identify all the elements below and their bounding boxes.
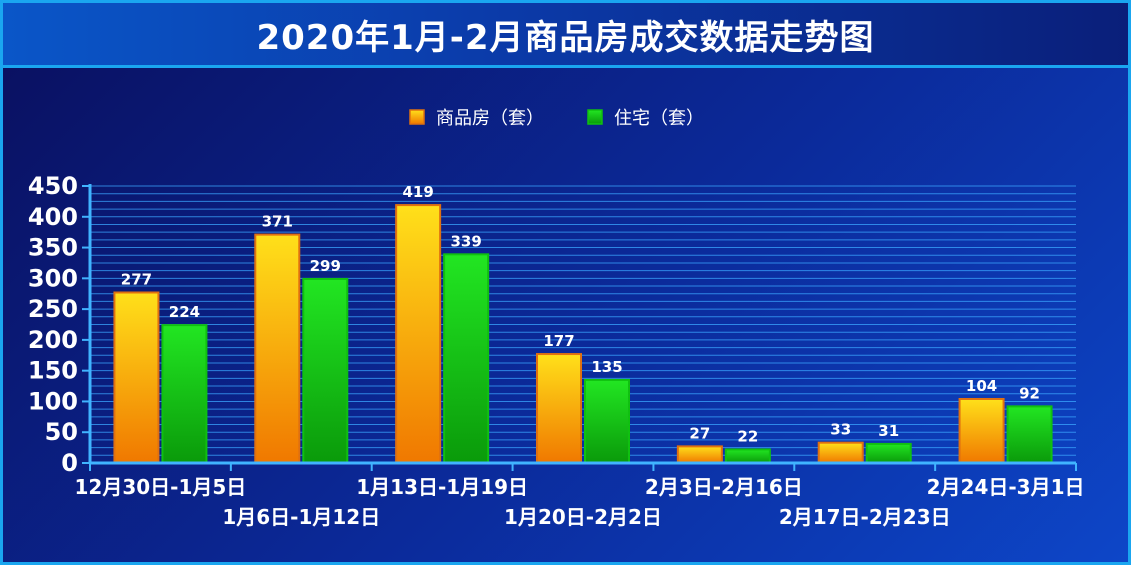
y-tick-label: 350 — [28, 234, 78, 262]
data-label: 339 — [450, 232, 481, 250]
bar-commercial — [958, 397, 1005, 464]
bar-commercial — [817, 441, 864, 465]
axes: 05010015020025030035040045012月30日-1月5日1月… — [28, 172, 1085, 529]
bar-residential — [724, 448, 771, 464]
legend-label: 住宅（套） — [614, 108, 704, 129]
data-label: 277 — [121, 270, 152, 288]
bar-residential — [302, 277, 349, 464]
bar-residential — [1006, 405, 1053, 465]
data-label: 371 — [262, 213, 293, 231]
x-category-label: 1月20日-2月2日 — [504, 505, 662, 529]
x-category-label: 2月24日-3月1日 — [927, 475, 1085, 499]
x-category-label: 1月6日-1月12日 — [222, 505, 380, 529]
bar-commercial — [536, 353, 582, 464]
data-label: 104 — [966, 377, 997, 395]
data-label: 299 — [310, 257, 341, 275]
bar-residential — [865, 442, 912, 465]
legend: 商品房（套） 住宅（套） — [409, 108, 704, 129]
data-label: 27 — [689, 424, 710, 442]
y-tick-label: 50 — [45, 418, 78, 446]
y-tick-label: 250 — [28, 295, 78, 323]
x-category-label: 12月30日-1月5日 — [75, 475, 247, 499]
bar-residential — [443, 253, 490, 464]
legend-swatch-residential — [587, 109, 603, 125]
data-label: 33 — [830, 421, 851, 439]
chart-title: 2020年1月-2月商品房成交数据走势图 — [256, 17, 875, 58]
data-label: 92 — [1019, 384, 1040, 402]
y-tick-label: 400 — [28, 203, 78, 231]
bar-residential — [584, 378, 630, 464]
y-tick-label: 0 — [61, 449, 78, 477]
x-category-label: 2月3日-2月16日 — [645, 475, 803, 499]
bar-commercial — [676, 445, 723, 465]
legend-swatch-commercial — [409, 109, 425, 125]
data-label: 135 — [591, 358, 622, 376]
bars: 277 224 371 299 419 339 177 135 27 22 33 31 104 92 — [113, 183, 1053, 465]
data-label: 177 — [543, 332, 574, 350]
data-label: 22 — [737, 427, 758, 445]
y-tick-label: 150 — [28, 357, 78, 385]
y-tick-label: 300 — [28, 264, 78, 292]
bar-commercial — [395, 204, 442, 465]
bar-commercial — [254, 233, 301, 464]
legend-label: 商品房（套） — [436, 108, 544, 129]
gridlines — [90, 185, 1076, 464]
data-label: 419 — [402, 183, 433, 201]
y-tick-label: 100 — [28, 387, 78, 415]
y-tick-label: 450 — [28, 172, 78, 200]
title-bar: 2020年1月-2月商品房成交数据走势图 — [3, 3, 1128, 68]
bar-residential — [161, 324, 208, 465]
x-category-label: 1月13日-1月19日 — [356, 475, 528, 499]
y-tick-label: 200 — [28, 326, 78, 354]
data-label: 224 — [169, 303, 200, 321]
x-category-label: 2月17日-2月23日 — [779, 505, 951, 529]
bar-commercial — [113, 291, 160, 465]
data-label: 31 — [878, 422, 899, 440]
